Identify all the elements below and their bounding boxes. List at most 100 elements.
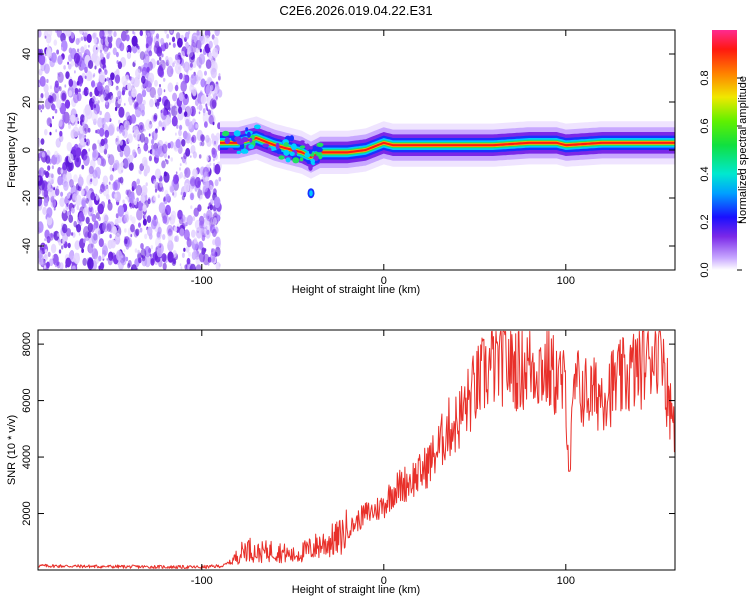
noise-speckle	[79, 30, 84, 35]
noise-speckle	[179, 124, 183, 131]
noise-speckle	[149, 120, 152, 125]
ridge-blob	[285, 157, 291, 163]
noise-speckle	[58, 86, 62, 92]
noise-speckle	[71, 207, 75, 214]
noise-speckle	[145, 165, 151, 174]
noise-speckle	[145, 55, 150, 63]
noise-speckle	[55, 129, 58, 133]
noise-speckle	[164, 42, 169, 50]
ridge-blob	[305, 143, 310, 151]
noise-speckle	[213, 196, 221, 209]
noise-speckle	[68, 153, 74, 164]
noise-speckle	[115, 137, 120, 146]
noise-speckle	[40, 138, 45, 145]
noise-speckle	[104, 142, 109, 150]
y-tick-label: 0	[21, 147, 33, 153]
noise-speckle	[94, 210, 97, 213]
noise-speckle	[174, 62, 182, 75]
noise-speckle	[53, 187, 55, 191]
ridge-blob	[233, 130, 241, 137]
noise-speckle	[126, 51, 132, 60]
noise-speckle	[82, 30, 89, 37]
noise-speckle	[119, 150, 124, 158]
y-tick-label: 6000	[21, 388, 33, 412]
noise-speckle	[199, 48, 202, 53]
noise-speckle	[128, 162, 134, 171]
ridge-blob	[222, 130, 230, 137]
spectrogram-x-label: Height of straight line (km)	[292, 284, 420, 296]
noise-speckle	[157, 226, 162, 235]
ridge-blob	[300, 140, 305, 144]
noise-speckle	[50, 233, 53, 238]
noise-speckle	[156, 60, 160, 66]
ridge-blob	[236, 139, 245, 145]
noise-speckle	[82, 207, 88, 216]
noise-speckle	[50, 243, 57, 254]
noise-speckle	[154, 168, 161, 180]
noise-speckle	[59, 197, 65, 208]
noise-speckle	[194, 176, 201, 189]
noise-speckle	[166, 33, 170, 39]
noise-speckle	[208, 40, 213, 49]
noise-speckle	[134, 248, 138, 253]
noise-speckle	[175, 107, 178, 112]
noise-speckle	[180, 80, 187, 93]
noise-speckle	[118, 106, 125, 118]
noise-speckle	[185, 246, 190, 253]
x-tick-label: 100	[557, 275, 575, 287]
noise-speckle	[125, 34, 130, 42]
noise-speckle	[137, 249, 140, 255]
noise-speckle	[115, 232, 121, 241]
noise-speckle	[190, 74, 197, 85]
noise-speckle	[76, 80, 80, 86]
noise-speckle	[124, 228, 127, 233]
noise-speckle	[98, 71, 106, 83]
noise-speckle	[192, 216, 196, 221]
noise-speckle	[151, 138, 155, 145]
noise-speckle	[154, 94, 157, 98]
noise-speckle	[199, 197, 201, 201]
noise-speckle	[40, 93, 44, 99]
noise-speckle	[218, 75, 221, 81]
colorbar-tick-label: 0.4	[699, 166, 711, 181]
noise-speckle	[162, 215, 168, 224]
noise-speckle	[148, 72, 155, 84]
noise-speckle	[164, 158, 167, 162]
noise-speckle	[181, 195, 185, 201]
noise-speckle	[212, 217, 217, 225]
noise-speckle	[91, 110, 98, 122]
ridge-blob	[309, 149, 312, 154]
noise-speckle	[82, 121, 85, 127]
noise-speckle	[106, 77, 110, 82]
noise-speckle	[149, 253, 152, 257]
noise-speckle	[50, 52, 57, 63]
noise-speckle	[186, 257, 191, 265]
noise-speckle	[63, 181, 69, 191]
noise-speckle	[123, 157, 130, 169]
noise-speckle	[153, 214, 157, 221]
noise-speckle	[145, 119, 152, 131]
noise-speckle	[166, 159, 169, 165]
noise-speckle	[184, 182, 190, 193]
noise-speckle	[202, 182, 209, 193]
noise-speckle	[200, 134, 205, 142]
noise-speckle	[86, 141, 89, 146]
noise-speckle	[52, 104, 56, 111]
noise-speckle	[77, 48, 80, 53]
noise-speckle	[87, 205, 94, 217]
noise-speckle	[76, 157, 79, 163]
noise-speckle	[178, 92, 184, 102]
noise-speckle	[140, 195, 145, 204]
ridge-blob	[278, 155, 285, 160]
noise-speckle	[107, 239, 113, 250]
noise-speckle	[58, 119, 63, 127]
noise-speckle	[185, 147, 191, 157]
noise-speckle	[212, 228, 217, 238]
ridge-blob	[267, 147, 272, 154]
noise-speckle	[41, 104, 45, 110]
noise-speckle	[167, 56, 173, 66]
noise-speckle	[159, 180, 164, 188]
noise-speckle	[165, 55, 169, 63]
ridge-blob	[306, 160, 311, 164]
